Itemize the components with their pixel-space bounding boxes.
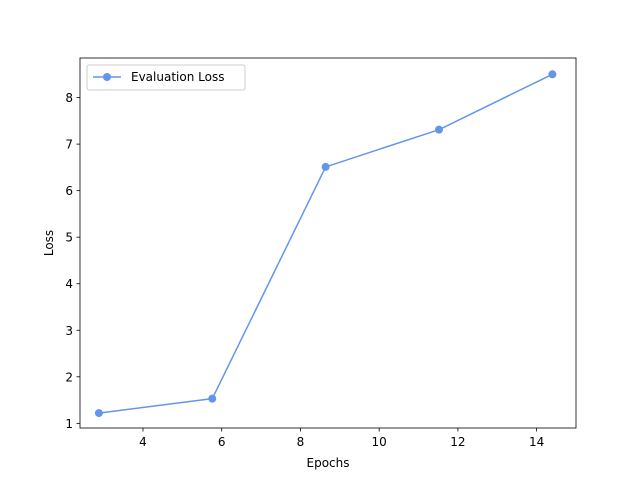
plot-frame xyxy=(79,57,577,429)
legend-marker-swatch xyxy=(103,73,111,81)
y-tick-label: 2 xyxy=(65,370,73,384)
y-tick-label: 3 xyxy=(65,324,73,338)
data-point xyxy=(435,125,444,134)
x-tick-label: 8 xyxy=(297,435,305,449)
legend: Evaluation Loss xyxy=(86,64,246,91)
y-axis-title: Loss xyxy=(42,230,56,256)
x-tick-label: 4 xyxy=(139,435,147,449)
y-tick-label: 5 xyxy=(65,231,73,245)
x-axis: 4 6 8 10 12 14 xyxy=(139,428,544,449)
y-tick-label: 7 xyxy=(65,138,73,152)
x-tick-label: 10 xyxy=(372,435,387,449)
legend-box xyxy=(86,64,246,91)
x-tick-label: 6 xyxy=(218,435,226,449)
y-tick-label: 4 xyxy=(65,277,73,291)
x-axis-title: Epochs xyxy=(307,456,350,470)
data-point xyxy=(94,409,103,418)
legend-label: Evaluation Loss xyxy=(131,70,224,84)
data-point xyxy=(548,70,557,79)
plot-area xyxy=(80,58,576,428)
data-point xyxy=(208,394,217,403)
y-axis: 1 2 3 4 5 6 7 8 xyxy=(65,91,80,431)
y-tick-label: 8 xyxy=(65,91,73,105)
y-tick-label: 6 xyxy=(65,184,73,198)
data-point xyxy=(321,162,330,171)
x-tick-label: 14 xyxy=(529,435,544,449)
x-tick-label: 12 xyxy=(450,435,465,449)
series-layer xyxy=(94,70,557,418)
y-tick-label: 1 xyxy=(65,417,73,431)
